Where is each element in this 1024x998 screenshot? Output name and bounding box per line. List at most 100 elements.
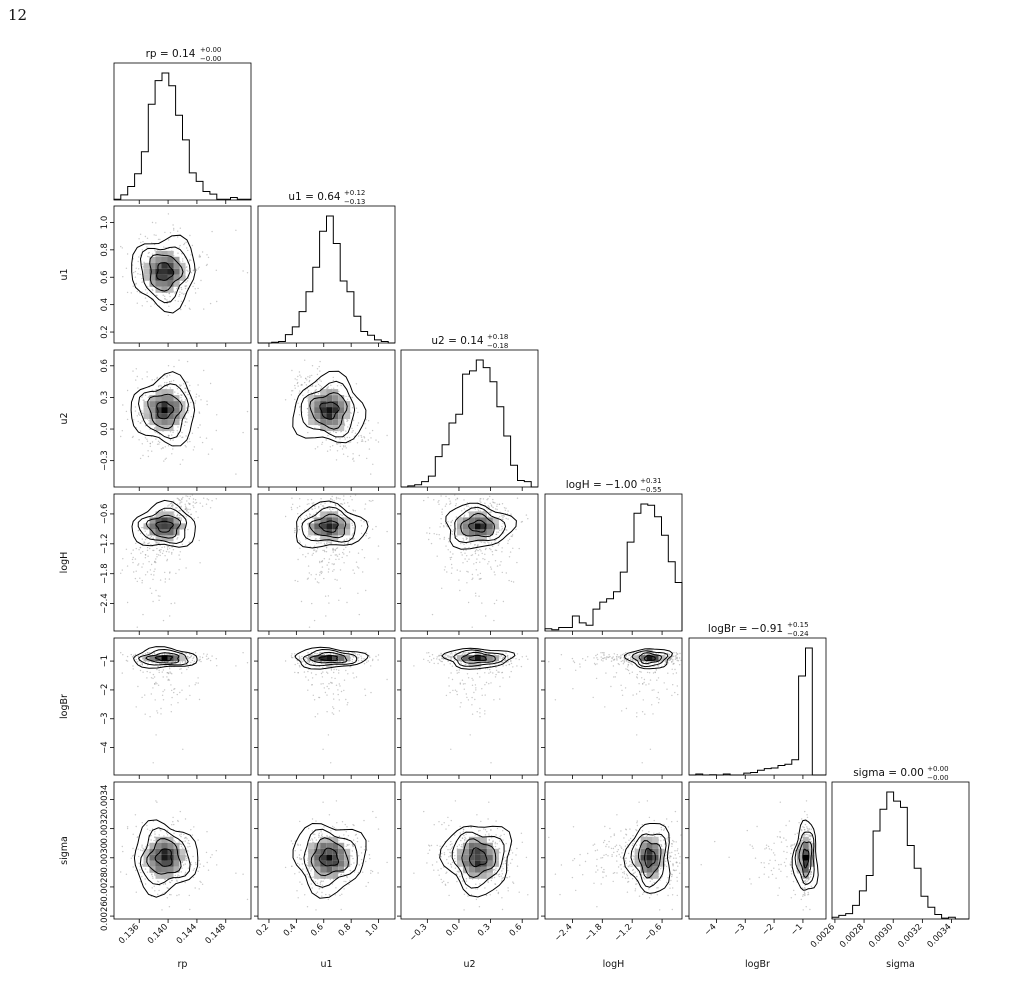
sample-point [142,551,144,553]
sample-point [480,501,482,503]
sample-point [141,443,143,445]
sample-point [320,386,323,388]
density-cell [344,407,351,414]
sample-point [342,445,345,447]
sample-point [349,537,351,540]
sample-point [311,393,314,396]
sample-point [371,659,374,662]
sample-point [297,385,299,387]
sample-point [138,268,140,270]
sample-point [157,666,159,668]
sample-point [166,545,169,547]
sample-point [207,869,210,871]
sample-point [480,498,482,500]
sample-point [437,662,439,665]
sample-point [358,613,360,616]
sample-point [146,292,148,294]
sample-point [469,734,471,736]
sample-point [477,549,479,552]
sample-point [152,661,154,664]
sample-point [484,710,486,712]
marginal-panel-u2: u2 = 0.14 +0.18−0.18 [400,333,539,491]
sample-point [474,550,476,553]
density-cell [320,389,327,396]
sample-point [153,676,156,678]
sample-point [484,713,486,715]
sample-point [306,408,309,410]
sample-point [152,673,155,676]
sample-point [161,546,163,549]
sample-point [321,676,324,678]
sample-point [625,668,627,670]
y-tick-label-logBr: −2 [100,684,110,697]
sample-point [207,256,210,259]
sample-point [316,381,318,383]
sample-point [329,449,331,451]
sample-point [164,381,166,384]
sample-point [183,242,186,245]
sample-point [126,655,129,658]
density-cell [179,274,186,281]
sample-point [355,383,358,385]
sample-point [162,619,165,622]
sample-point [608,654,610,656]
histogram-rp [113,72,252,200]
sample-point [444,523,447,525]
panel-u1-vs-logH [254,493,396,635]
sample-point [156,377,158,380]
title-plus-rp: +0.00 [200,46,221,54]
sample-point [346,538,348,540]
sample-point [192,876,195,879]
sample-point [494,574,496,576]
sample-point [352,533,354,535]
sample-point [298,528,301,531]
sample-point [306,657,309,659]
sample-point [441,587,443,589]
sample-point [136,290,138,293]
sample-point [674,691,676,694]
sample-point [311,677,314,679]
sample-point [653,665,655,668]
sample-point [151,389,153,391]
sample-point [485,681,488,684]
density-cell [167,401,174,408]
sample-point [132,285,134,287]
sample-point [131,656,134,658]
sample-point [602,660,604,662]
sample-point [144,425,147,427]
sample-point [311,508,313,510]
y-axis-label-u2: u2 [59,412,70,424]
sample-point [181,288,183,291]
sample-point [209,382,212,385]
sample-point [494,549,497,551]
sample-point [135,570,137,572]
sample-point [593,662,596,665]
sample-point [449,691,451,694]
sample-point [188,405,190,408]
sample-point [186,269,188,271]
sample-point [488,672,490,674]
sample-point [297,525,299,528]
sample-point [319,652,321,654]
sample-point [386,434,388,437]
sample-point [164,295,166,297]
sample-point [146,376,148,378]
sample-point [314,578,317,580]
sample-point [316,547,319,550]
sample-point [372,463,374,465]
sample-point [189,440,191,443]
sample-point [309,515,311,517]
sample-point [169,374,171,376]
sample-point [475,595,477,597]
sample-point [297,672,299,674]
sample-point [316,373,319,376]
sample-point [157,386,160,388]
sample-point [328,561,330,564]
sample-point [358,654,360,656]
sample-point [351,427,353,430]
sample-point [328,541,330,544]
title-minus-u2: −0.18 [487,342,508,350]
sample-point [318,582,320,584]
sample-point [474,698,476,701]
sample-point [491,551,493,553]
